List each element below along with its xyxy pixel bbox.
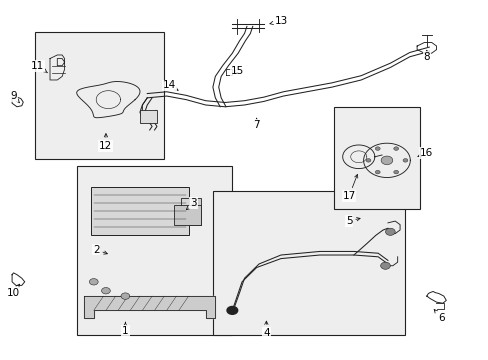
Bar xyxy=(35,32,164,158)
Circle shape xyxy=(393,170,398,174)
Text: 9: 9 xyxy=(10,91,20,103)
Bar xyxy=(334,107,419,208)
Circle shape xyxy=(380,156,392,165)
Bar xyxy=(188,198,201,225)
Text: 11: 11 xyxy=(31,61,47,73)
Text: 1: 1 xyxy=(122,322,128,336)
Text: 7: 7 xyxy=(253,118,260,130)
Circle shape xyxy=(102,288,110,294)
Circle shape xyxy=(380,262,389,269)
Text: 5: 5 xyxy=(345,216,359,226)
Text: 2: 2 xyxy=(93,245,107,255)
Text: 3: 3 xyxy=(186,198,196,210)
Circle shape xyxy=(366,158,370,162)
Text: 14: 14 xyxy=(162,80,178,90)
Text: 17: 17 xyxy=(342,175,357,201)
Bar xyxy=(77,166,232,336)
Circle shape xyxy=(374,170,379,174)
Text: 15: 15 xyxy=(230,66,244,76)
Text: 8: 8 xyxy=(423,50,429,62)
Circle shape xyxy=(393,147,398,150)
Circle shape xyxy=(89,279,98,285)
Bar xyxy=(212,191,404,336)
Text: 12: 12 xyxy=(99,134,112,151)
Circle shape xyxy=(402,158,407,162)
Text: 6: 6 xyxy=(433,310,444,323)
Bar xyxy=(140,111,157,123)
Text: 13: 13 xyxy=(269,16,287,26)
Circle shape xyxy=(226,306,237,314)
Bar xyxy=(174,205,201,225)
Text: 4: 4 xyxy=(263,321,269,338)
Circle shape xyxy=(121,293,129,299)
Circle shape xyxy=(385,228,394,235)
Polygon shape xyxy=(84,296,215,318)
Bar xyxy=(91,187,188,235)
Circle shape xyxy=(374,147,379,150)
Text: 10: 10 xyxy=(7,284,20,297)
Text: 16: 16 xyxy=(417,148,432,158)
